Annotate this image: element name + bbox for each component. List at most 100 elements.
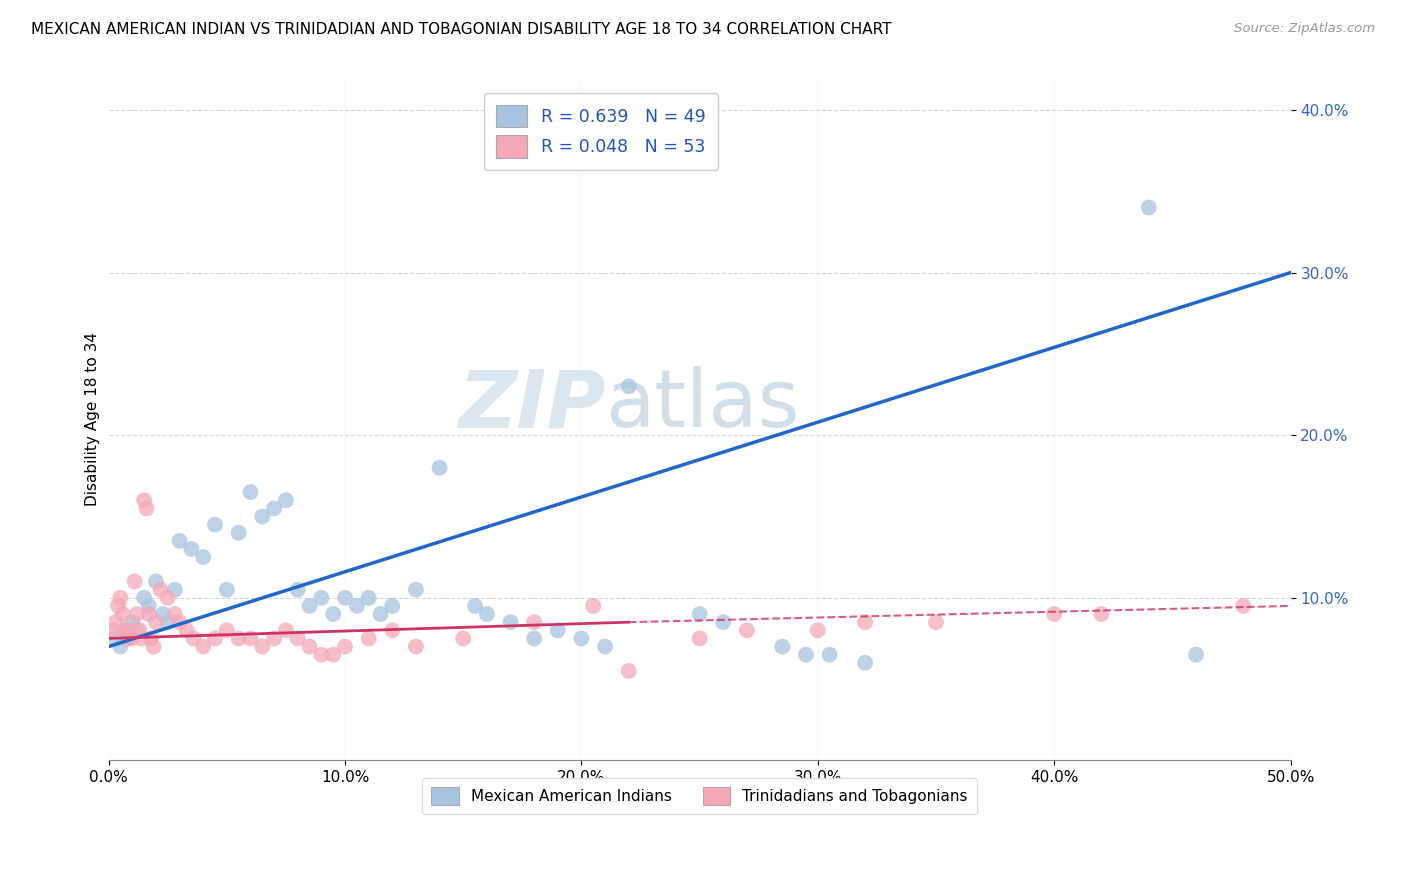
- Point: [103, 624, 125, 638]
- Point: [204, 517, 226, 532]
- Point: [183, 632, 205, 646]
- Point: [104, 632, 127, 646]
- Point: [104, 615, 127, 629]
- Point: [429, 460, 451, 475]
- Point: [156, 591, 179, 605]
- Point: [405, 582, 427, 597]
- Point: [617, 664, 640, 678]
- Point: [274, 493, 297, 508]
- Point: [274, 624, 297, 638]
- Point: [114, 624, 136, 638]
- Point: [794, 648, 817, 662]
- Point: [322, 648, 344, 662]
- Point: [263, 632, 285, 646]
- Point: [357, 591, 380, 605]
- Point: [163, 607, 186, 621]
- Point: [117, 632, 139, 646]
- Point: [346, 599, 368, 613]
- Point: [464, 599, 486, 613]
- Point: [125, 624, 148, 638]
- Point: [142, 640, 165, 654]
- Point: [1185, 648, 1208, 662]
- Point: [617, 379, 640, 393]
- Point: [263, 501, 285, 516]
- Point: [132, 493, 155, 508]
- Point: [1043, 607, 1066, 621]
- Point: [853, 615, 876, 629]
- Text: Source: ZipAtlas.com: Source: ZipAtlas.com: [1234, 22, 1375, 36]
- Point: [193, 550, 215, 565]
- Point: [176, 624, 198, 638]
- Point: [118, 624, 141, 638]
- Point: [193, 640, 215, 654]
- Point: [145, 615, 167, 629]
- Point: [128, 624, 150, 638]
- Text: atlas: atlas: [605, 367, 800, 444]
- Point: [298, 599, 321, 613]
- Point: [547, 624, 569, 638]
- Point: [322, 607, 344, 621]
- Point: [333, 640, 356, 654]
- Point: [818, 648, 841, 662]
- Point: [287, 582, 309, 597]
- Point: [523, 632, 546, 646]
- Point: [117, 632, 139, 646]
- Point: [125, 607, 148, 621]
- Point: [107, 599, 129, 613]
- Point: [571, 632, 593, 646]
- Text: ZIP: ZIP: [458, 367, 605, 444]
- Point: [215, 624, 238, 638]
- Point: [451, 632, 474, 646]
- Point: [114, 624, 136, 638]
- Point: [169, 615, 191, 629]
- Point: [252, 509, 274, 524]
- Point: [1090, 607, 1112, 621]
- Point: [239, 485, 262, 500]
- Point: [111, 607, 134, 621]
- Point: [1137, 201, 1160, 215]
- Point: [689, 607, 711, 621]
- Point: [287, 632, 309, 646]
- Point: [149, 582, 172, 597]
- Point: [138, 599, 160, 613]
- Point: [770, 640, 793, 654]
- Point: [156, 615, 179, 629]
- Point: [141, 632, 163, 646]
- Point: [121, 615, 143, 629]
- Point: [381, 599, 404, 613]
- Point: [163, 582, 186, 597]
- Point: [132, 591, 155, 605]
- Point: [582, 599, 605, 613]
- Point: [124, 574, 146, 589]
- Point: [807, 624, 830, 638]
- Point: [121, 632, 143, 646]
- Point: [145, 574, 167, 589]
- Point: [135, 501, 157, 516]
- Y-axis label: Disability Age 18 to 34: Disability Age 18 to 34: [86, 332, 100, 506]
- Point: [252, 640, 274, 654]
- Point: [925, 615, 948, 629]
- Point: [593, 640, 616, 654]
- Text: MEXICAN AMERICAN INDIAN VS TRINIDADIAN AND TOBAGONIAN DISABILITY AGE 18 TO 34 CO: MEXICAN AMERICAN INDIAN VS TRINIDADIAN A…: [31, 22, 891, 37]
- Point: [138, 607, 160, 621]
- Legend: Mexican American Indians, Trinidadians and Tobagonians: Mexican American Indians, Trinidadians a…: [422, 778, 977, 814]
- Point: [311, 591, 333, 605]
- Point: [523, 615, 546, 629]
- Point: [711, 615, 734, 629]
- Point: [381, 624, 404, 638]
- Point: [110, 591, 132, 605]
- Point: [333, 591, 356, 605]
- Point: [204, 632, 226, 646]
- Point: [311, 648, 333, 662]
- Point: [228, 525, 250, 540]
- Point: [370, 607, 392, 621]
- Point: [131, 632, 153, 646]
- Point: [475, 607, 498, 621]
- Point: [239, 632, 262, 646]
- Point: [152, 607, 174, 621]
- Point: [1232, 599, 1254, 613]
- Point: [357, 632, 380, 646]
- Point: [853, 656, 876, 670]
- Point: [110, 640, 132, 654]
- Point: [298, 640, 321, 654]
